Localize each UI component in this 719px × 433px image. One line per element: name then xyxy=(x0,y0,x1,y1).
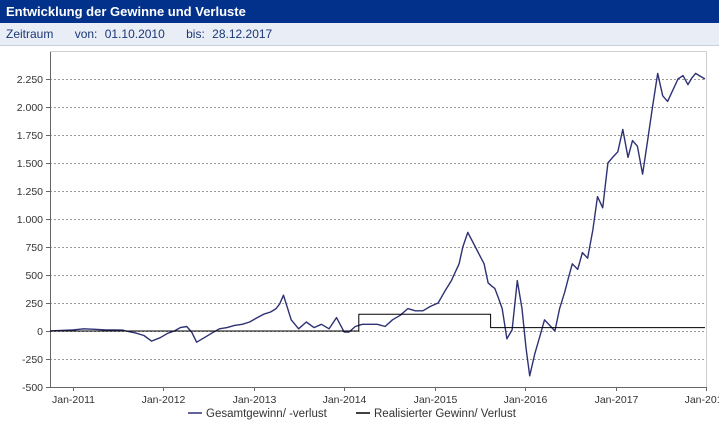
profit-loss-chart: -500 -250 0 250 500 750 1.000 1.250 1.500 1.750 2.… xyxy=(0,47,719,428)
y-tick-label: -250 xyxy=(22,354,43,366)
x-tick-label: Jan-2011 xyxy=(52,394,95,406)
y-tick-label: 0 xyxy=(37,326,43,338)
series-gesamtgewinn-line xyxy=(49,72,706,377)
y-tick-label: 750 xyxy=(25,242,43,254)
x-tick-label: Jan-2014 xyxy=(323,394,367,406)
y-tick-label: 250 xyxy=(25,298,43,310)
x-tick-label: Jan-2012 xyxy=(142,394,186,406)
y-tick-label: 1.500 xyxy=(17,158,43,170)
series-realisiert-line xyxy=(50,313,705,332)
y-tick-label: 1.250 xyxy=(17,186,43,198)
x-tick-label: Jan-2018 xyxy=(685,394,719,406)
x-tick-label: Jan-2017 xyxy=(595,394,639,406)
chart-header: Entwicklung der Gewinne und Verluste xyxy=(0,0,719,23)
period-label: Zeitraum xyxy=(6,27,54,41)
y-tick-label: 2.000 xyxy=(17,102,43,114)
x-tick-label: Jan-2013 xyxy=(233,394,277,406)
legend-entry: Gesamtgewinn/ -verlust xyxy=(206,408,328,420)
legend-entry: Realisierter Gewinn/ Verlust xyxy=(374,408,517,420)
y-tick-label: 1.750 xyxy=(17,130,43,142)
x-tick-label: Jan-2016 xyxy=(504,394,548,406)
y-tick-label: 500 xyxy=(25,270,43,282)
period-to-value: 28.12.2017 xyxy=(212,27,273,41)
y-tick-label: 2.250 xyxy=(17,74,43,86)
period-to-label: bis: xyxy=(186,27,205,41)
period-bar: Zeitraum von: 01.10.2010 bis: 28.12.2017 xyxy=(0,23,719,46)
y-tick-label: -500 xyxy=(22,382,43,394)
chart-canvas: -500 -250 0 250 500 750 1.000 1.250 1.500 1.750 2.… xyxy=(17,51,719,420)
chart-header-title: Entwicklung der Gewinne und Verluste xyxy=(6,4,246,19)
period-from-value: 01.10.2010 xyxy=(104,27,165,41)
x-tick-label: Jan-2015 xyxy=(414,394,458,406)
period-from-label: von: xyxy=(74,27,98,41)
y-tick-label: 1.000 xyxy=(17,214,43,226)
